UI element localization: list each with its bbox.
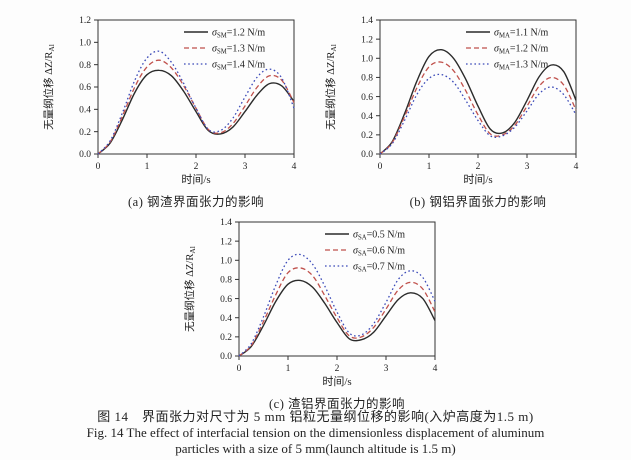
y-tick-label: 0.8 (220, 276, 232, 286)
x-tick-label: 3 (525, 162, 530, 172)
y-tick-label: 0.4 (79, 106, 91, 116)
y-tick-label: 1.0 (220, 256, 232, 266)
x-tick-label: 4 (574, 162, 579, 172)
legend-entry-label: σSA=0.5 N/m (353, 230, 405, 242)
y-tick-label: 1.2 (79, 16, 91, 26)
x-tick-label: 0 (96, 162, 101, 172)
x-tick-label: 1 (286, 364, 291, 374)
y-tick-label: 1.4 (220, 218, 232, 228)
figure-caption-en-line1: Fig. 14 The effect of interfacial tensio… (86, 425, 545, 440)
series-line-solid (97, 69, 295, 155)
chart-panel-c: 0.0 0.2 0.4 0.6 0.8 1.0 1.2 1.4 0 1 2 3 4 时间/s 无量纲位移 Δ… (179, 208, 479, 412)
y-tick-label: 1.2 (220, 237, 232, 247)
x-tick-label: 4 (292, 162, 297, 172)
panel-c-caption: (c) 渣铝界面张力的影响 (269, 397, 405, 411)
figure-caption-block: 图 14 界面张力对尺寸为 5 mm 铝粒无量纲位移的影响(入炉高度为1.5 m… (0, 408, 631, 457)
x-tick-label: 0 (378, 162, 383, 172)
chart-panel-b: 0.0 0.2 0.4 0.6 0.8 1.0 1.2 1.4 0 1 2 3 4 时间/s 无量纲位移 Δ… (320, 6, 620, 210)
y-tick-label: 0.2 (361, 131, 373, 141)
legend-entry-label: σMA=1.1 N/m (494, 28, 549, 40)
series-line-dotted (379, 73, 577, 155)
x-tick-label: 2 (476, 162, 481, 172)
y-tick-label: 0.4 (220, 314, 232, 324)
x-tick-label: 2 (194, 162, 199, 172)
x-axis-title: 时间/s (322, 375, 351, 388)
legend-entry-label: σSM=1.4 N/m (212, 60, 265, 72)
y-tick-label: 0.0 (220, 352, 232, 362)
y-axis-title: 无量纲位移 ΔZ/RAl (183, 246, 197, 332)
y-tick-label: 1.0 (79, 39, 91, 49)
x-tick-label: 4 (433, 364, 438, 374)
series-line-dashed (379, 61, 577, 155)
panel-b-caption: (b) 钢铝界面张力的影响 (409, 195, 547, 209)
y-tick-label: 0.8 (79, 61, 91, 71)
y-tick-label: 0.6 (361, 93, 373, 103)
y-tick-label: 0.0 (361, 150, 373, 160)
legend-entry-label: σSM=1.3 N/m (212, 44, 265, 56)
x-tick-label: 1 (145, 162, 150, 172)
x-tick-label: 3 (243, 162, 248, 172)
y-tick-label: 0.6 (79, 83, 91, 93)
panel-a-caption: (a) 钢渣界面张力的影响 (128, 195, 264, 209)
x-tick-label: 0 (237, 364, 242, 374)
y-tick-label: 0.2 (220, 333, 232, 343)
y-tick-label: 0.6 (220, 295, 232, 305)
chart-a-canvas: 0.0 0.2 0.4 0.6 0.8 1.0 1.2 0 1 2 3 4 时间/s 无量纲位移 ΔZ/R… (42, 16, 297, 186)
x-axis-title: 时间/s (463, 173, 492, 186)
x-tick-label: 3 (384, 364, 389, 374)
legend-entry-label: σMA=1.2 N/m (494, 44, 549, 56)
figure-caption-en-line2: particles with a size of 5 mm(launch alt… (175, 441, 456, 456)
chart-b-canvas: 0.0 0.2 0.4 0.6 0.8 1.0 1.2 1.4 0 1 2 3 4 时间/s 无量纲位移 Δ… (324, 16, 579, 186)
series-line-dashed (97, 59, 295, 155)
series-line-dashed (238, 267, 436, 357)
y-tick-label: 1.0 (361, 54, 373, 64)
y-tick-label: 0.4 (361, 112, 373, 122)
legend-entry-label: σSM=1.2 N/m (212, 28, 265, 40)
y-axis-title: 无量纲位移 ΔZ/RAl (324, 44, 338, 130)
series-line-dotted (238, 253, 436, 357)
series-line-solid (238, 279, 436, 357)
legend-entry-label: σMA=1.3 N/m (494, 60, 549, 72)
x-tick-label: 1 (427, 162, 432, 172)
y-axis-title: 无量纲位移 ΔZ/RAl (42, 44, 56, 130)
plot-frame (379, 19, 577, 155)
y-tick-label: 0.2 (79, 128, 91, 138)
plot-frame (238, 221, 436, 357)
legend-entry-label: σSA=0.6 N/m (353, 246, 405, 258)
y-tick-label: 0.8 (361, 74, 373, 84)
figure-caption-zh: 图 14 界面张力对尺寸为 5 mm 铝粒无量纲位移的影响(入炉高度为1.5 m… (97, 409, 534, 424)
y-tick-label: 1.4 (361, 16, 373, 26)
legend-entry-label: σSA=0.7 N/m (353, 262, 405, 274)
x-tick-label: 2 (335, 364, 340, 374)
chart-panel-a: 0.0 0.2 0.4 0.6 0.8 1.0 1.2 0 1 2 3 4 时间/s 无量纲位移 ΔZ/R… (38, 6, 338, 210)
x-axis-title: 时间/s (181, 173, 210, 186)
chart-c-canvas: 0.0 0.2 0.4 0.6 0.8 1.0 1.2 1.4 0 1 2 3 4 时间/s 无量纲位移 Δ… (183, 218, 438, 388)
series-line-solid (379, 48, 577, 155)
y-tick-label: 1.2 (361, 35, 373, 45)
y-tick-label: 0.0 (79, 150, 91, 160)
